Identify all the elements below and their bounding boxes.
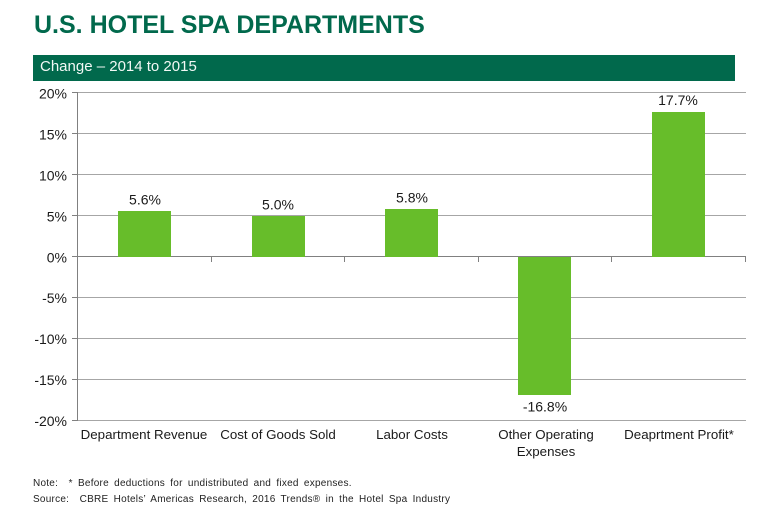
svg-text:Labor Costs: Labor Costs [376,427,448,442]
svg-text:Other Operating: Other Operating [498,427,594,442]
svg-text:-16.8%: -16.8% [523,399,567,415]
svg-text:0%: 0% [47,249,67,265]
svg-text:5.0%: 5.0% [262,197,294,213]
svg-text:17.7%: 17.7% [658,92,698,108]
svg-text:10%: 10% [39,168,67,184]
svg-text:Expenses: Expenses [517,444,576,459]
svg-text:-5%: -5% [42,290,67,306]
svg-text:Deaprtment Profit*: Deaprtment Profit* [624,427,734,442]
svg-text:5.8%: 5.8% [396,190,428,206]
svg-text:20%: 20% [39,86,67,102]
svg-text:Department Revenue: Department Revenue [81,427,208,442]
svg-text:Cost of Goods Sold: Cost of Goods Sold [220,427,336,442]
svg-text:5.6%: 5.6% [129,192,161,208]
svg-text:-15%: -15% [34,372,67,388]
svg-text:15%: 15% [39,127,67,143]
svg-text:-20%: -20% [34,413,67,429]
svg-text:5%: 5% [47,208,67,224]
svg-text:-10%: -10% [34,331,67,347]
